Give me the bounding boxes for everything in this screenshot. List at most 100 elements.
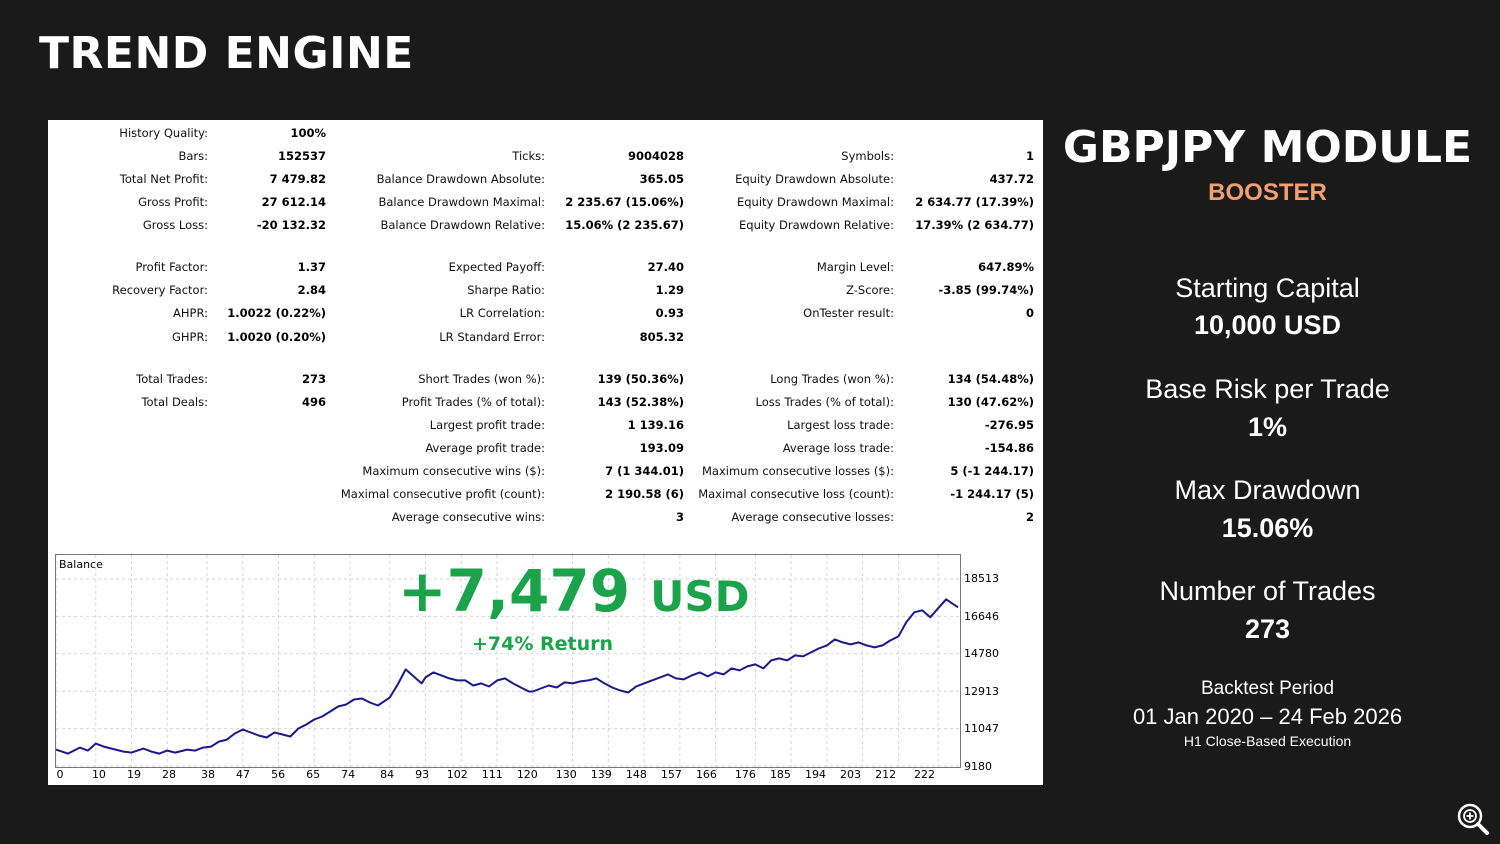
x-tick-label: 130 (555, 768, 577, 781)
x-tick-label: 157 (660, 768, 682, 781)
profit-unit: USD (650, 572, 750, 621)
chart-title: Balance (59, 558, 103, 571)
balance-chart-svg (56, 555, 960, 767)
stat-label: Recovery Factor: (112, 283, 208, 297)
x-tick-label: 120 (516, 768, 538, 781)
stat-value: 805.32 (639, 330, 684, 344)
x-tick-label: 166 (695, 768, 717, 781)
profit-amount: +7,479 (398, 557, 631, 625)
stat-label: Equity Drawdown Absolute: (735, 172, 894, 186)
stat-value: 1.0022 (0.22%) (227, 306, 326, 320)
x-tick-label: 56 (271, 768, 286, 781)
stat-value: 15.06% (2 235.67) (565, 218, 684, 232)
stat-value: 5 (-1 244.17) (950, 464, 1034, 478)
stat-label: Short Trades (won %): (418, 372, 545, 386)
x-tick-label: 74 (341, 768, 356, 781)
page-title: TREND ENGINE (39, 28, 414, 79)
stat-value: 437.72 (989, 172, 1034, 186)
backtest-period-value: 01 Jan 2020 – 24 Feb 2026 (1132, 704, 1403, 729)
stat-label: Total Deals: (141, 395, 208, 409)
stat-label: Largest profit trade: (429, 418, 545, 432)
x-tick-label: 0 (56, 768, 64, 781)
x-tick-label: 47 (236, 768, 251, 781)
x-tick-label: 19 (126, 768, 141, 781)
backtest-report: History Quality: 100% Bars: 152537 Ticks: 900… (48, 120, 1043, 785)
stat-label: Bars: (178, 149, 208, 163)
stat-label: Maximum consecutive wins ($): (362, 464, 545, 478)
stat-value: 7 479.82 (269, 172, 326, 186)
stat-label: Total Trades: (136, 372, 208, 386)
metric-value-max-drawdown: 15.06% (1221, 513, 1314, 543)
stat-label: Maximum consecutive losses ($): (702, 464, 894, 478)
stat-label: Gross Profit: (138, 195, 208, 209)
stat-label: Equity Drawdown Maximal: (736, 195, 894, 209)
stat-value: -3.85 (99.74%) (938, 283, 1034, 297)
x-tick-label: 38 (200, 768, 215, 781)
stat-value: 1.0020 (0.20%) (227, 330, 326, 344)
stat-label: Profit Factor: (135, 260, 208, 274)
stat-value: 27 612.14 (261, 195, 326, 209)
metric-value-starting-capital: 10,000 USD (1193, 310, 1342, 340)
stat-value: 1.37 (297, 260, 326, 274)
stat-label: LR Standard Error: (439, 330, 545, 344)
stat-label: Maximal consecutive profit (count): (340, 487, 545, 501)
stat-label: Balance Drawdown Absolute: (376, 172, 545, 186)
y-tick-label: 14780 (964, 647, 999, 660)
stat-value: 152537 (277, 149, 326, 163)
stat-label: Average consecutive losses: (731, 510, 894, 524)
stat-label: Total Net Profit: (119, 172, 208, 186)
stat-label: OnTester result: (803, 306, 894, 320)
x-tick-label: 139 (590, 768, 612, 781)
stat-value: 2 (1025, 510, 1034, 524)
module-variant: BOOSTER (1208, 179, 1327, 206)
metric-label-number-of-trades: Number of Trades (1159, 576, 1376, 606)
y-tick-label: 12913 (964, 685, 999, 698)
stat-label: Profit Trades (% of total): (401, 395, 545, 409)
x-tick-label: 102 (446, 768, 468, 781)
stat-label: History Quality: (119, 126, 208, 140)
stat-label: Equity Drawdown Relative: (739, 218, 894, 232)
metric-label-base-risk: Base Risk per Trade (1145, 374, 1390, 404)
stat-label: Sharpe Ratio: (467, 283, 545, 297)
stat-value: 139 (50.36%) (597, 372, 684, 386)
stat-value: 17.39% (2 634.77) (915, 218, 1034, 232)
x-tick-label: 93 (415, 768, 430, 781)
stat-value: 273 (301, 372, 326, 386)
balance-series-line (56, 598, 959, 755)
metric-label-max-drawdown: Max Drawdown (1174, 475, 1361, 505)
stat-value: 27.40 (647, 260, 684, 274)
y-tick-label: 16646 (964, 610, 999, 623)
stat-label: Balance Drawdown Relative: (380, 218, 546, 232)
x-tick-label: 203 (840, 768, 862, 781)
stat-value: 0.93 (655, 306, 684, 320)
stat-value: 193.09 (639, 441, 684, 455)
stat-label: Expected Payoff: (448, 260, 545, 274)
stat-value: -1 244.17 (5) (950, 487, 1034, 501)
stat-value: 9004028 (627, 149, 684, 163)
stat-label: LR Correlation: (459, 306, 545, 320)
x-tick-label: 65 (306, 768, 321, 781)
x-tick-label: 176 (734, 768, 756, 781)
stat-label: Balance Drawdown Maximal: (378, 195, 545, 209)
stat-value: 2 190.58 (6) (605, 487, 684, 501)
x-tick-label: 194 (804, 768, 826, 781)
stat-value: 1.29 (655, 283, 684, 297)
stat-label: Margin Level: (816, 260, 894, 274)
stat-label: Loss Trades (% of total): (755, 395, 894, 409)
stat-value: 365.05 (639, 172, 684, 186)
stat-value: 7 (1 344.01) (605, 464, 684, 478)
profit-overlay: +7,479 USD (398, 557, 749, 625)
stat-label: Long Trades (won %): (770, 372, 894, 386)
stat-value: 647.89% (978, 260, 1034, 274)
stat-label: Ticks: (512, 149, 545, 163)
x-tick-label: 111 (481, 768, 503, 781)
stat-label: Average loss trade: (782, 441, 894, 455)
metric-value-number-of-trades: 273 (1244, 614, 1291, 644)
zoom-in-icon[interactable] (1456, 802, 1490, 836)
y-tick-label: 9180 (964, 760, 992, 773)
y-tick-label: 18513 (964, 572, 999, 585)
x-tick-label: 212 (875, 768, 897, 781)
stat-label: Average profit trade: (425, 441, 545, 455)
stat-label: Symbols: (841, 149, 894, 163)
stat-label: Gross Loss: (142, 218, 208, 232)
